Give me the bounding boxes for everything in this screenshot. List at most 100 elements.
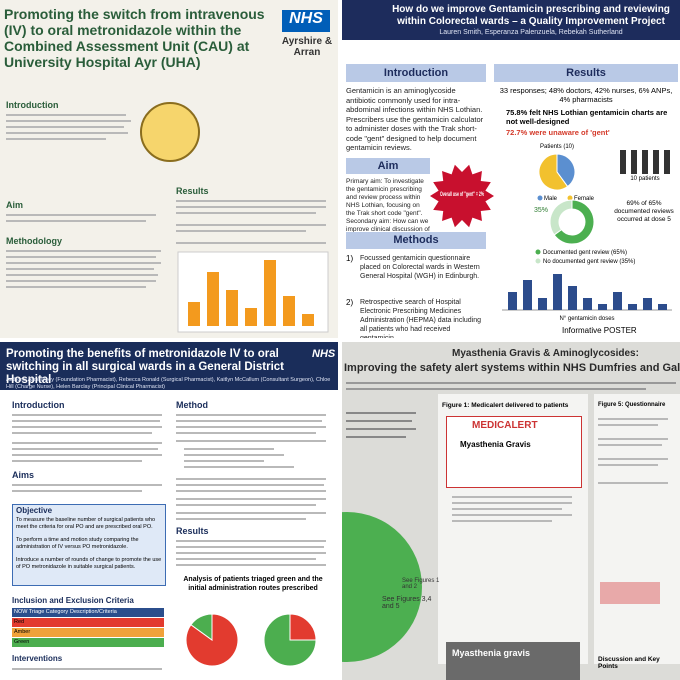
bar [226,290,238,326]
nhs-logo: NHS [282,10,330,32]
table-header-cell: NOW Triage Category [14,609,69,615]
authors: Authors: Alice Deey (Foundation Pharmaci… [6,377,331,390]
legend-label: Documented gent review (65%) [543,250,627,256]
poster-title: Myasthenia Gravis & Aminoglycosides: [452,348,639,359]
section-heading: Introduction [12,400,65,410]
bar [568,286,577,310]
section-heading: Aim [346,158,430,174]
table-row [12,618,164,627]
section-heading: Interventions [12,654,63,663]
note: 69% of 65% documented reviews occurred a… [614,200,674,223]
donut-label: 35% [534,207,548,214]
section-heading: Introduction [346,64,486,82]
section-heading: Objective [16,506,53,515]
charts: Patients (10) Male Female Overall use of "g… [430,144,672,322]
bar [188,302,200,326]
poster-myasthenia: Myasthenia Gravis & Aminoglycosides: Imp… [342,342,680,680]
poster-title: Promoting the switch from intravenous (I… [4,6,265,70]
result-text: 72.7% were unaware of 'gent' [506,128,610,137]
card-title: MEDICALERT [472,420,538,431]
booklet-title: Myasthenia gravis [452,648,531,658]
intro-text: Gentamicin is an aminoglycoside antibiot… [346,86,484,152]
section-heading: Aim [6,200,24,210]
bar [245,308,257,326]
pie-charts [185,613,317,667]
section-heading: Method [176,400,208,410]
legend-label: Female [574,196,595,202]
pie-slice [553,199,595,245]
objective-item: To measure the baseline number of surgic… [16,517,156,530]
footer: Informative POSTER [562,326,637,335]
org-name: Ayrshire & Arran [281,36,333,58]
poster-ayr: Promoting the switch from intravenous (I… [0,0,338,338]
method-item: Retrospective search of Hospital Electro… [360,299,481,338]
pie-slice [289,613,317,641]
poster-title: How do we improve Gentamicin prescribing… [392,4,670,27]
bar-chart [177,251,329,333]
list-number: 1) [346,254,354,263]
table-cell: Amber [14,629,31,635]
bar [508,292,517,310]
bar [583,298,592,310]
result-text: 33 responses; 48% doctors, 42% nurses, 6… [499,86,673,104]
hospital-crest [140,102,200,162]
chart-title: Analysis of patients triaged green and t… [183,576,323,592]
bar [523,280,532,310]
bar [613,292,622,310]
poster-metronidazole: Promoting the benefits of metronidazole … [0,342,338,680]
bar [628,304,637,310]
objective-box [12,504,166,586]
legend-label: No documented gent review (35%) [543,259,635,265]
poster-header [342,0,680,40]
section-heading: Methodology [6,236,62,246]
x-axis-label: N° gentamicin doses [559,316,614,322]
figure-ref: See Figures 3,4 and 5 [382,596,432,610]
pie-slice [185,613,239,667]
card-text: Myasthenia Gravis [460,440,531,449]
pie-slice [538,153,569,191]
bar [658,304,667,310]
result-text: 75.8% felt NHS Lothian gentamicin charts… [506,108,668,126]
icon-label: 10 patients [630,176,660,182]
bar [207,272,219,326]
section-heading: Results [176,526,209,536]
bar [538,298,547,310]
booklet [446,642,580,680]
figure-box [600,582,660,604]
poster-header [0,342,338,390]
section-heading: Results [176,186,209,196]
legend-swatch [567,195,573,201]
section-heading: Aims [12,470,35,480]
patients-icon [620,150,670,174]
pie-slice [263,613,317,667]
starburst [430,164,494,228]
table-cell: Green [14,639,30,645]
legend-swatch [537,195,543,201]
bar [643,298,652,310]
table-header-cell: Description/Criteria [70,609,117,615]
figure-ref: See Figures 1 and 2 [402,578,440,590]
pie-slice [549,199,573,236]
bar [598,304,607,310]
section-heading: Results [494,64,678,82]
table-row [12,628,164,637]
section-heading: Introduction [6,100,59,110]
starburst-text: Overall use of "gent" = 2% [440,191,484,198]
authors: Lauren Smith, Esperanza Palenzuela, Rebe… [439,29,623,36]
table-header [12,608,164,617]
section-heading: Discussion and Key Points [598,656,660,670]
medicalert-card [446,416,582,488]
bar [264,260,276,326]
table-row [12,638,164,647]
table-cell: Red [14,619,25,625]
pie-slice [556,153,576,188]
pie-slice [190,613,213,641]
bar [553,274,562,310]
poster-subtitle: Improving the safety alert systems withi… [344,362,680,374]
legend-swatch [535,258,541,264]
method-item: Focussed gentamicin questionnaire placed… [360,255,480,280]
list-number: 2) [346,298,354,307]
nhs-logo: NHS [312,348,336,360]
poster-gentamicin: How do we improve Gentamicin prescribing… [342,0,680,338]
figure-caption: Figure 5: Questionnaire [598,402,666,408]
